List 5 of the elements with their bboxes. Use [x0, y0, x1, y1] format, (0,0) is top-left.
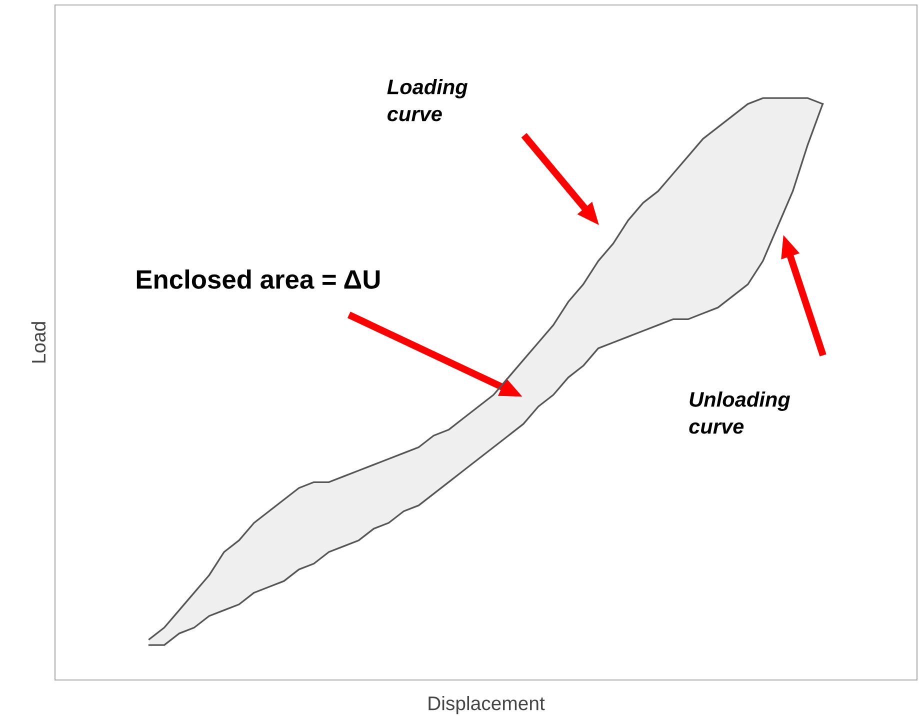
x-axis-title: Displacement: [428, 696, 545, 714]
y-axis-title: Load: [31, 322, 46, 363]
annotation: Loading curve: [387, 79, 468, 122]
annotation: Enclosed area = ΔU: [136, 269, 380, 289]
annotation: Unloading curve: [689, 392, 790, 434]
